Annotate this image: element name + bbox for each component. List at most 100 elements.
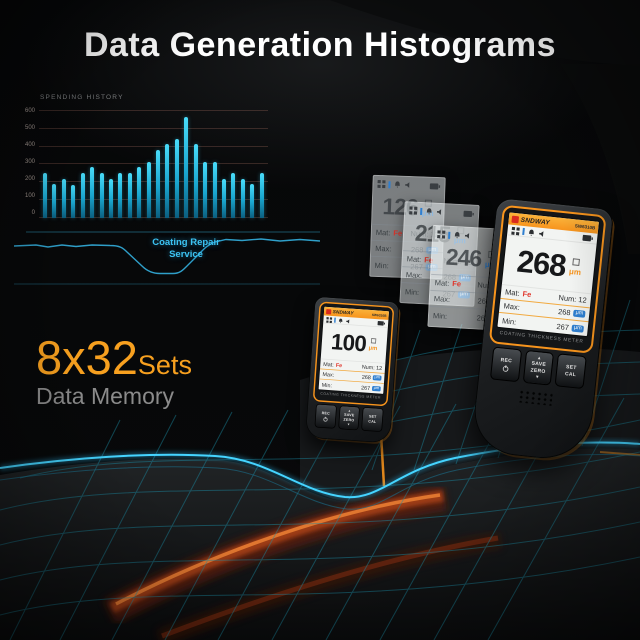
speaker-icon bbox=[436, 209, 442, 215]
max-label: Max: bbox=[433, 294, 451, 304]
histogram-bar bbox=[193, 144, 198, 218]
y-axis-tick: 500 bbox=[24, 125, 35, 131]
mat-label: Mat: bbox=[434, 278, 450, 288]
spending-history-chart: SPENDING HISTORY 600 500 400 300 200 100 0 bbox=[22, 94, 268, 236]
min-label: Min: bbox=[432, 310, 448, 321]
gridline bbox=[39, 216, 268, 218]
speaker-grille bbox=[517, 389, 553, 406]
grid-icon bbox=[437, 230, 446, 239]
brand-name: SNDWAY bbox=[520, 216, 551, 227]
histogram-bar bbox=[203, 162, 208, 218]
histogram-bar bbox=[212, 162, 217, 218]
num-label: Num: bbox=[558, 293, 577, 304]
histogram-bar bbox=[90, 166, 95, 218]
brand-name: SNDWAY bbox=[332, 309, 354, 316]
num-value: 12 bbox=[577, 295, 588, 305]
device-screen: SNDWAY SW6310B 268 μm Mat: Fe bbox=[496, 211, 601, 338]
y-axis-tick: 200 bbox=[24, 176, 35, 182]
coating-repair-callout: Coating Repair Service bbox=[112, 237, 260, 260]
mat-value: Fe bbox=[335, 361, 343, 369]
histogram-bar bbox=[71, 184, 76, 218]
battery-icon bbox=[463, 210, 474, 217]
battery-icon bbox=[429, 182, 441, 189]
grid-icon bbox=[409, 206, 418, 215]
min-label: Min: bbox=[501, 315, 517, 327]
mat-value: Fe bbox=[522, 289, 532, 300]
page-title: Data Generation Histograms bbox=[83, 26, 557, 64]
y-axis-tick: 600 bbox=[24, 108, 35, 114]
signal-bar-icon bbox=[448, 231, 451, 239]
signal-bar-icon bbox=[522, 227, 525, 236]
histogram-bar bbox=[231, 173, 236, 218]
model-number: SW6310B bbox=[574, 222, 596, 230]
histogram-bar bbox=[156, 149, 161, 218]
histogram-bar bbox=[146, 162, 151, 218]
sndway-logo-icon bbox=[511, 215, 520, 223]
mat-value: Fe bbox=[393, 228, 403, 238]
y-axis-tick: 400 bbox=[24, 142, 35, 148]
signal-bar-icon bbox=[388, 180, 391, 188]
save-zero-button: ▲ SAVE ZERO ▼ bbox=[337, 405, 361, 431]
status-bar bbox=[405, 204, 478, 219]
max-label: Max: bbox=[503, 301, 521, 312]
bars bbox=[39, 110, 268, 218]
bell-icon bbox=[338, 318, 343, 323]
set-label: SET bbox=[565, 364, 577, 372]
mat-label: Mat: bbox=[375, 227, 391, 238]
rec-power-button: REC bbox=[314, 403, 337, 429]
device-small: SNDWAY SW6310B 100 μm Mat: Fe bbox=[305, 296, 400, 444]
gridline bbox=[39, 145, 268, 147]
gridline bbox=[39, 127, 268, 129]
model-number: SW6310B bbox=[371, 312, 387, 318]
reading-display: 100 μm bbox=[320, 323, 388, 364]
reading-unit: μm bbox=[568, 266, 582, 277]
power-icon bbox=[323, 416, 328, 422]
histogram-bar bbox=[52, 183, 57, 218]
plot-area bbox=[39, 110, 268, 218]
speaker-icon bbox=[346, 319, 350, 324]
set-cal-button: SET CAL bbox=[361, 406, 384, 433]
callout-line1: Coating Repair bbox=[152, 237, 220, 248]
set-cal-button: SET CAL bbox=[554, 353, 587, 390]
gridline bbox=[39, 181, 268, 183]
status-bar bbox=[507, 224, 598, 245]
signal-bar-icon bbox=[334, 317, 336, 323]
device-screen: SNDWAY SW6310B 100 μm Mat: Fe bbox=[317, 305, 390, 395]
rec-power-button: REC bbox=[489, 346, 522, 383]
status-bar bbox=[323, 315, 389, 328]
max-unit: μm bbox=[573, 309, 586, 318]
probe-mode-icon bbox=[370, 337, 377, 344]
cal-label: CAL bbox=[564, 371, 577, 379]
button-panel: REC ▲ SAVE ZERO ▼ SET CAL bbox=[311, 401, 388, 435]
max-label: Max: bbox=[322, 370, 335, 379]
min-label: Min: bbox=[321, 381, 333, 389]
y-axis-tick: 100 bbox=[24, 193, 35, 199]
histogram-bar bbox=[137, 166, 142, 218]
reading-value: 268 bbox=[515, 243, 568, 283]
device-large: SNDWAY SW6310B 268 μm Mat: Fe bbox=[470, 197, 615, 463]
histogram-bar bbox=[99, 173, 104, 218]
reading-value: 100 bbox=[330, 328, 367, 357]
min-unit: μm bbox=[571, 324, 585, 333]
memory-unit: Sets bbox=[137, 350, 192, 380]
battery-icon bbox=[377, 321, 386, 326]
histogram-bar bbox=[108, 179, 113, 218]
sndway-logo-icon bbox=[326, 308, 332, 315]
memory-value: 8x32 bbox=[36, 331, 138, 384]
save-zero-button: ▲ SAVE ZERO ▼ bbox=[522, 349, 555, 386]
max-label: Max: bbox=[405, 270, 423, 281]
histogram-bar bbox=[80, 173, 85, 218]
cal-label: CAL bbox=[368, 419, 377, 425]
histogram-bar bbox=[61, 179, 66, 218]
car-roof-silhouette bbox=[330, 0, 640, 66]
data-memory-block: 8x32 Sets Data Memory bbox=[36, 334, 192, 410]
grid-icon bbox=[326, 316, 333, 323]
y-axis-tick: 0 bbox=[31, 210, 35, 216]
histogram-bar bbox=[165, 144, 170, 218]
max-label: Max: bbox=[375, 243, 392, 254]
speaker-icon bbox=[464, 233, 470, 239]
signal-bar-icon bbox=[420, 207, 423, 215]
gridline bbox=[39, 110, 268, 111]
bell-icon bbox=[528, 229, 534, 236]
